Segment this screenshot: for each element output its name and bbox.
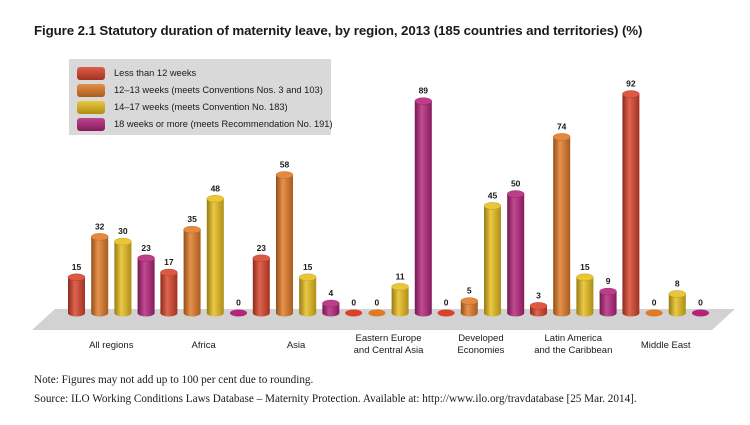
legend-item: 14–17 weeks (meets Convention No. 183) xyxy=(77,98,288,116)
legend-swatch xyxy=(77,117,105,131)
value-label: 89 xyxy=(419,86,429,96)
category-label: Middle East xyxy=(641,340,691,351)
bar xyxy=(368,309,386,317)
category-label: All regions xyxy=(89,340,134,351)
value-label: 4 xyxy=(329,288,334,298)
value-label: 9 xyxy=(606,276,611,286)
bar xyxy=(183,225,201,317)
bar xyxy=(414,97,432,317)
bar xyxy=(345,309,363,317)
value-label: 58 xyxy=(280,159,290,169)
legend-label: 12–13 weeks (meets Conventions Nos. 3 an… xyxy=(114,85,323,95)
category-label: Asia xyxy=(287,340,306,351)
category-label: Developed Economies xyxy=(457,333,504,356)
bar xyxy=(507,190,525,317)
value-label: 48 xyxy=(211,183,221,193)
value-label: 45 xyxy=(488,190,498,200)
value-label: 11 xyxy=(396,271,405,281)
bar xyxy=(599,287,617,317)
chart-legend: Less than 12 weeks 12–13 weeks (meets Co… xyxy=(69,59,333,135)
bar xyxy=(553,133,571,317)
value-label: 0 xyxy=(444,298,449,308)
legend-swatch xyxy=(77,100,105,114)
value-label: 15 xyxy=(72,262,82,272)
figure-note: Note: Figures may not add up to 100 per … xyxy=(34,374,314,386)
bar xyxy=(252,254,270,317)
value-label: 0 xyxy=(698,298,703,308)
bar xyxy=(668,290,686,317)
bar xyxy=(90,233,109,317)
bar xyxy=(483,202,502,317)
value-label: 5 xyxy=(467,286,472,296)
value-label: 8 xyxy=(675,278,680,288)
legend-swatch xyxy=(77,83,105,97)
bar xyxy=(67,273,86,317)
legend-item: 18 weeks or more (meets Recommendation N… xyxy=(77,115,333,133)
bar xyxy=(692,309,709,317)
value-label: 0 xyxy=(652,298,657,308)
bar xyxy=(206,195,225,317)
legend-label: 14–17 weeks (meets Convention No. 183) xyxy=(114,102,288,112)
bar xyxy=(437,309,455,317)
legend-item: 12–13 weeks (meets Conventions Nos. 3 an… xyxy=(77,81,323,99)
value-label: 23 xyxy=(141,243,151,253)
bar xyxy=(460,297,478,317)
category-label: Eastern Europe and Central Asia xyxy=(354,333,424,356)
value-label: 50 xyxy=(511,179,521,189)
figure-title: Figure 2.1 Statutory duration of materni… xyxy=(34,23,643,38)
legend-swatch xyxy=(77,66,105,80)
bar xyxy=(114,237,132,317)
legend-label: 18 weeks or more (meets Recommendation N… xyxy=(114,119,333,129)
value-label: 17 xyxy=(164,257,174,267)
figure-source: Source: ILO Working Conditions Laws Data… xyxy=(34,393,637,405)
bar xyxy=(322,299,340,317)
value-label: 30 xyxy=(118,226,128,236)
value-label: 0 xyxy=(351,298,356,308)
legend-item: Less than 12 weeks xyxy=(77,64,196,82)
bar xyxy=(230,309,247,317)
bar xyxy=(529,302,548,317)
value-label: 23 xyxy=(257,243,267,253)
bar xyxy=(391,283,409,317)
bar xyxy=(299,273,317,317)
bar xyxy=(645,309,663,317)
value-label: 74 xyxy=(557,121,567,131)
value-label: 0 xyxy=(236,298,241,308)
value-label: 0 xyxy=(375,298,380,308)
bar xyxy=(160,268,178,317)
value-label: 92 xyxy=(626,79,636,89)
bar xyxy=(576,273,594,317)
bar xyxy=(137,254,155,317)
category-label: Africa xyxy=(192,340,217,351)
bar xyxy=(275,171,294,317)
value-label: 15 xyxy=(303,262,313,272)
bar xyxy=(622,90,640,317)
category-label: Latin America and the Caribbean xyxy=(534,333,612,356)
legend-label: Less than 12 weeks xyxy=(114,68,197,78)
value-label: 35 xyxy=(187,214,197,224)
value-label: 15 xyxy=(580,262,590,272)
value-label: 3 xyxy=(536,290,541,300)
value-label: 32 xyxy=(95,221,105,231)
